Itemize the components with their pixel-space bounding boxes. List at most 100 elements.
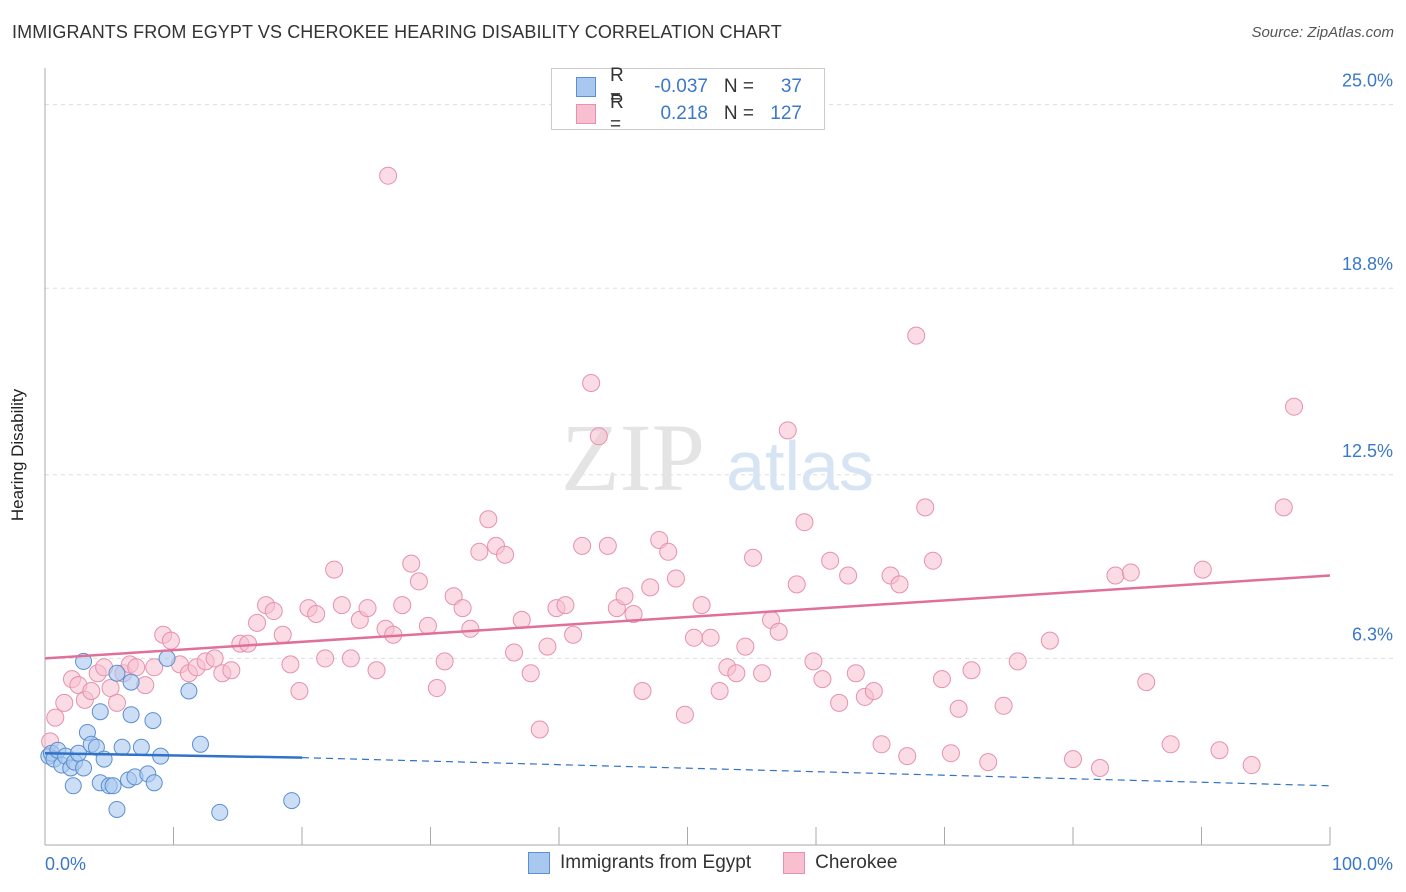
cherokee-point (839, 566, 858, 585)
cherokee-point (864, 682, 883, 700)
cherokee-point (418, 616, 437, 635)
cherokee-point (453, 599, 472, 618)
trendlines (44, 574, 1331, 787)
legend-swatch-cherokee (783, 852, 806, 874)
legend-r-value: 0.218 (660, 103, 708, 124)
stats-legend: R = -0.037 N = 37 R = 0.218 N = 127 (551, 65, 825, 135)
cherokee-point (1008, 652, 1027, 671)
cherokee-series (41, 166, 1304, 777)
cherokee-point (1193, 560, 1212, 579)
cherokee-point (778, 421, 797, 440)
cherokee-point (505, 643, 524, 662)
cherokee-point (427, 679, 446, 698)
egypt-point (104, 777, 122, 795)
cherokee-trendline (44, 574, 1331, 660)
cherokee-point (325, 560, 344, 579)
legend-n-value: 37 (780, 76, 802, 97)
legend-item-cherokee[interactable]: Cherokee (783, 852, 898, 874)
x-tick-label-max: 100.0% (1332, 854, 1393, 874)
cherokee-point (107, 693, 126, 712)
cherokee-point (239, 634, 258, 653)
watermark-atlas: atlas (726, 427, 874, 505)
egypt-point (108, 664, 126, 682)
egypt-point (158, 649, 176, 667)
cherokee-point (205, 649, 224, 668)
cherokee-point (556, 596, 575, 615)
cherokee-point (641, 578, 660, 597)
cherokee-point (736, 637, 755, 656)
cherokee-point (1064, 750, 1082, 769)
cherokee-point (101, 679, 120, 698)
cherokee-point (55, 693, 74, 712)
cherokee-point (1137, 673, 1156, 692)
cherokee-point (582, 374, 601, 392)
cherokee-point (1121, 563, 1140, 582)
legend-swatch-egypt (528, 852, 550, 874)
cherokee-point (316, 649, 335, 668)
egypt-trendline (44, 751, 303, 759)
cherokee-point (379, 166, 398, 185)
legend-r-value: -0.037 (654, 76, 708, 97)
cherokee-point (393, 596, 412, 615)
cherokee-point (932, 670, 951, 689)
cherokee-point (248, 613, 267, 632)
egypt-point (145, 774, 163, 792)
cherokee-point (82, 682, 101, 700)
cherokee-point (461, 619, 480, 638)
cherokee-point (290, 682, 309, 700)
cherokee-point (512, 610, 531, 629)
cherokee-point (624, 605, 643, 623)
cherokee-point (273, 625, 292, 644)
legend-swatch-egypt (576, 77, 596, 97)
cherokee-point (145, 658, 164, 677)
cherokee-point (521, 664, 540, 683)
cherokee-point (1040, 631, 1059, 650)
cherokee-point (598, 536, 617, 555)
chart-title: IMMIGRANTS FROM EGYPT VS CHEROKEE HEARIN… (12, 22, 782, 42)
cherokee-point (744, 548, 763, 567)
egypt-point (191, 735, 209, 753)
legend-r-label: R = (610, 65, 624, 108)
cherokee-point (1210, 741, 1229, 760)
cherokee-point (769, 622, 788, 641)
cherokee-point (872, 735, 891, 754)
cherokee-point (358, 599, 377, 618)
cherokee-point (633, 682, 652, 700)
cherokee-point (281, 655, 300, 674)
cherokee-point (753, 664, 772, 683)
egypt-point (211, 803, 229, 821)
cherokee-point (795, 513, 814, 532)
x-tick-label-min: 0.0% (45, 854, 86, 874)
cherokee-point (979, 753, 998, 772)
cherokee-point (127, 658, 146, 677)
legend-label-cherokee: Cherokee (815, 852, 898, 873)
cherokee-point (470, 542, 489, 561)
cherokee-point (409, 572, 428, 591)
cherokee-point (804, 652, 823, 671)
y-tick-labels: 6.3% 12.5% 18.8% 25.0% (1342, 71, 1393, 645)
cherokee-point (846, 664, 865, 683)
legend-item-egypt[interactable]: Immigrants from Egypt (528, 852, 751, 874)
chart-source: Source: ZipAtlas.com (1251, 24, 1394, 41)
legend-n-label: N = (723, 76, 754, 97)
cherokee-point (710, 682, 729, 700)
x-tick-labels: 0.0% 100.0% (45, 854, 1393, 874)
cherokee-point (994, 696, 1013, 715)
egypt-trendline-extension (301, 757, 1331, 787)
series-legend: Immigrants from Egypt Cherokee (528, 852, 930, 874)
cherokee-point (538, 637, 557, 656)
cherokee-point (659, 542, 678, 561)
egypt-point (144, 712, 162, 730)
cherokee-point (962, 661, 981, 680)
cherokee-point (1285, 397, 1304, 416)
egypt-point (64, 777, 82, 795)
cherokee-point (898, 747, 917, 766)
axes (44, 68, 1331, 846)
cherokee-point (692, 596, 711, 615)
cherokee-point (530, 720, 549, 739)
cherokee-point (949, 699, 968, 718)
cherokee-point (307, 605, 326, 623)
legend-n-label: N = (723, 103, 754, 124)
cherokee-point (941, 744, 960, 763)
